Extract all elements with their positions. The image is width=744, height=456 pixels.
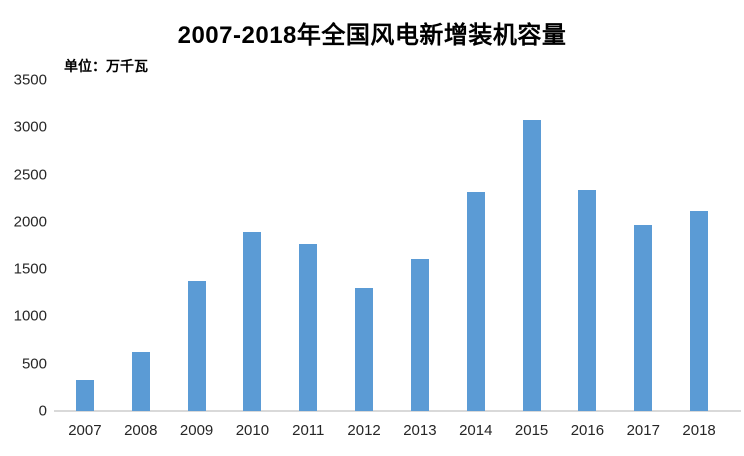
x-axis-tick-label: 2016 xyxy=(570,422,605,439)
x-axis-tick-label: 2017 xyxy=(626,422,660,439)
x-axis-tick-label: 2013 xyxy=(403,422,437,439)
bar-2013 xyxy=(410,258,429,411)
x-axis-tick-label: 2011 xyxy=(292,422,325,439)
x-axis-tick-label: 2015 xyxy=(514,422,549,439)
chart-title: 2007-2018年全国风电新增装机容量 xyxy=(177,22,567,49)
x-axis-tick-label: 2012 xyxy=(347,422,381,439)
bar-2011 xyxy=(299,244,318,411)
bar-2016 xyxy=(578,190,597,411)
bar-2007 xyxy=(75,379,94,411)
y-axis-tick-label: 500 xyxy=(21,355,47,373)
bar-2009 xyxy=(187,280,206,411)
plot-area xyxy=(57,80,727,411)
bar-2015 xyxy=(522,120,541,411)
y-axis-tick-label: 3000 xyxy=(13,118,47,136)
bar-2014 xyxy=(466,191,485,411)
y-axis-tick-label: 1500 xyxy=(13,260,47,278)
x-axis-line xyxy=(54,410,741,412)
x-axis-tick-label: 2010 xyxy=(235,422,270,439)
x-axis-tick-label: 2008 xyxy=(124,422,158,439)
bar-2018 xyxy=(690,211,709,411)
bar-2012 xyxy=(355,288,374,411)
bar-2017 xyxy=(634,225,653,411)
y-axis-tick-label: 1000 xyxy=(13,307,47,325)
y-axis-tick-label: 3500 xyxy=(13,71,47,89)
unit-label: 单位：万千瓦 xyxy=(64,58,148,74)
x-axis: 2007 2008 2009 2010 2011 2012 2013 2014 2015 2016… xyxy=(57,422,727,446)
y-axis-tick-label: 0 xyxy=(38,402,47,420)
y-axis: 0 500 1000 1500 2000 2500 3000 3500 xyxy=(0,72,47,420)
bar-2010 xyxy=(243,231,262,411)
bar-2008 xyxy=(131,351,150,411)
x-axis-tick-label: 2009 xyxy=(179,422,214,439)
y-axis-tick-label: 2000 xyxy=(13,213,47,231)
x-axis-tick-label: 2007 xyxy=(68,422,102,439)
x-axis-tick-label: 2018 xyxy=(682,422,716,439)
x-axis-tick-label: 2014 xyxy=(459,422,493,439)
y-axis-tick-label: 2500 xyxy=(13,166,47,184)
